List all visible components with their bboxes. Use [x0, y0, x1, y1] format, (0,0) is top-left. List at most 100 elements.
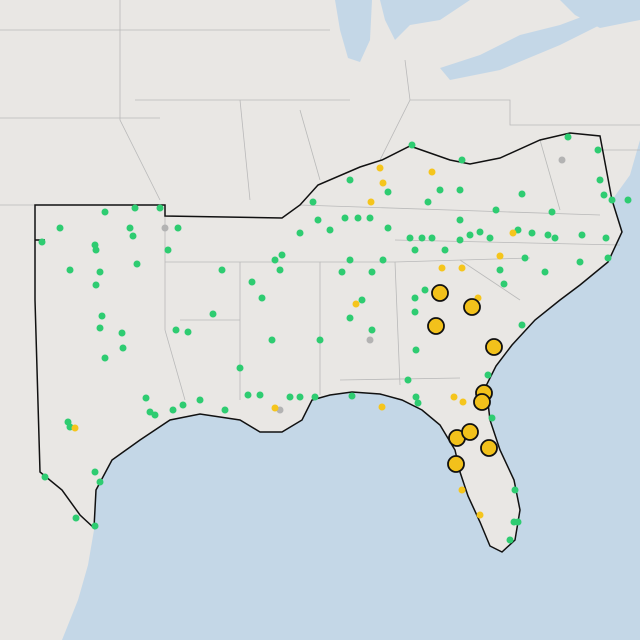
site-marker [278, 251, 286, 259]
site-marker [418, 234, 426, 242]
alert-marker [450, 393, 458, 401]
site-marker [66, 266, 74, 274]
site-marker [506, 536, 514, 544]
site-marker [358, 296, 366, 304]
site-marker [406, 234, 414, 242]
alert-marker [438, 264, 446, 272]
site-marker [521, 254, 529, 262]
site-marker [96, 478, 104, 486]
region-outline [34, 132, 623, 553]
site-marker [424, 198, 432, 206]
site-marker [544, 231, 552, 239]
site-marker [221, 406, 229, 414]
site-marker [101, 354, 109, 362]
alert-marker [378, 403, 386, 411]
site-marker [596, 176, 604, 184]
site-marker [169, 406, 177, 414]
state-border [164, 215, 186, 401]
site-marker [341, 214, 349, 222]
site-marker [624, 196, 632, 204]
major-marker [485, 338, 503, 356]
site-marker [411, 246, 419, 254]
site-marker [484, 371, 492, 379]
site-marker [518, 190, 526, 198]
site-marker [496, 266, 504, 274]
site-marker [476, 228, 484, 236]
site-marker [411, 294, 419, 302]
inactive-marker [366, 336, 374, 344]
site-marker [129, 232, 137, 240]
site-marker [174, 224, 182, 232]
lake [440, 10, 610, 80]
site-marker [366, 214, 374, 222]
major-marker [427, 317, 445, 335]
site-marker [142, 394, 150, 402]
site-marker [196, 396, 204, 404]
site-marker [428, 234, 436, 242]
lake [380, 0, 470, 40]
site-marker [368, 326, 376, 334]
site-marker [346, 256, 354, 264]
alert-marker [352, 300, 360, 308]
site-marker [608, 196, 616, 204]
site-marker [91, 468, 99, 476]
site-marker [41, 473, 49, 481]
site-marker [92, 246, 100, 254]
major-marker [447, 455, 465, 473]
site-marker [96, 324, 104, 332]
site-marker [126, 224, 134, 232]
site-marker [541, 268, 549, 276]
lake [335, 0, 372, 62]
site-marker [296, 393, 304, 401]
site-marker [458, 156, 466, 164]
major-marker [461, 423, 479, 441]
alert-marker [367, 198, 375, 206]
site-marker [172, 326, 180, 334]
site-marker [258, 294, 266, 302]
alert-marker [458, 264, 466, 272]
alert-marker [271, 404, 279, 412]
site-marker [271, 256, 279, 264]
site-marker [411, 308, 419, 316]
inactive-marker [558, 156, 566, 164]
site-marker [133, 260, 141, 268]
site-marker [414, 399, 422, 407]
site-marker [488, 414, 496, 422]
site-marker [316, 336, 324, 344]
site-marker [511, 486, 519, 494]
alert-marker [458, 486, 466, 494]
water [62, 140, 640, 640]
alert-marker [459, 398, 467, 406]
site-marker [309, 198, 317, 206]
state-border [539, 139, 561, 211]
site-marker [564, 133, 572, 141]
site-marker [466, 231, 474, 239]
major-marker [473, 393, 491, 411]
site-marker [456, 216, 464, 224]
state-border [239, 99, 251, 201]
site-marker [514, 518, 522, 526]
site-marker [412, 346, 420, 354]
site-marker [412, 393, 420, 401]
site-marker [218, 266, 226, 274]
site-marker [486, 234, 494, 242]
site-marker [38, 238, 46, 246]
site-marker [311, 393, 319, 401]
site-marker [604, 254, 612, 262]
state-border [119, 0, 161, 201]
site-marker [296, 229, 304, 237]
site-marker [346, 176, 354, 184]
site-marker [72, 514, 80, 522]
site-marker [354, 214, 362, 222]
site-marker [404, 376, 412, 384]
site-marker [551, 234, 559, 242]
major-marker [431, 284, 449, 302]
major-marker [463, 298, 481, 316]
site-marker [548, 208, 556, 216]
site-marker [156, 204, 164, 212]
site-marker [119, 344, 127, 352]
site-marker [118, 329, 126, 337]
markers [38, 133, 632, 544]
site-marker [326, 226, 334, 234]
